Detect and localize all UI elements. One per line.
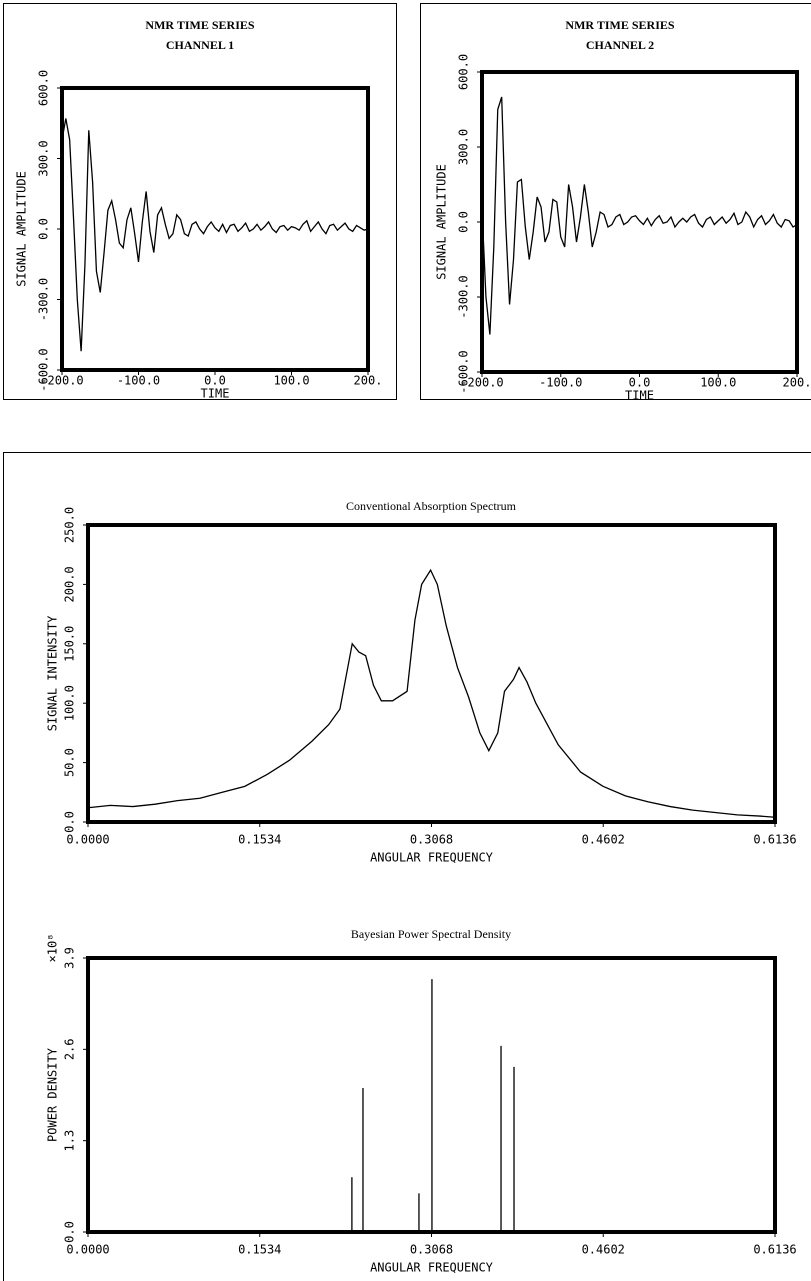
y-tick-label: 1.3 bbox=[63, 1130, 77, 1152]
x-axis-label: ANGULAR FREQUENCY bbox=[370, 1261, 494, 1275]
y-axis-label: SIGNAL AMPLITUDE bbox=[15, 171, 29, 287]
x-tick-label: 0.0000 bbox=[66, 833, 109, 847]
signal-line bbox=[481, 96, 798, 335]
y-tick-label: 150.0 bbox=[63, 626, 77, 662]
x-tick-label: -100.0 bbox=[117, 374, 160, 388]
y-tick-label: 100.0 bbox=[63, 685, 77, 721]
x-axis-label: TIME bbox=[625, 389, 654, 403]
signal-line bbox=[61, 118, 369, 352]
y-tick-label: 0.0 bbox=[63, 811, 77, 833]
x-tick-label: -200.0 bbox=[460, 376, 503, 390]
plot-frame bbox=[86, 523, 777, 824]
chart-title: NMR TIME SERIES bbox=[145, 18, 254, 32]
x-tick-label: 100.0 bbox=[273, 374, 309, 388]
x-tick-label: 0.0000 bbox=[66, 1243, 109, 1257]
x-tick-label: 0.4602 bbox=[582, 1243, 625, 1257]
panel-frame bbox=[3, 3, 397, 400]
y-axis-label: SIGNAL AMPLITUDE bbox=[435, 164, 449, 280]
y-tick-label: -600.0 bbox=[37, 348, 51, 391]
chart-subtitle: CHANNEL 2 bbox=[586, 38, 654, 52]
y-tick-label: 50.0 bbox=[63, 748, 77, 777]
x-tick-label: 0.1534 bbox=[238, 833, 281, 847]
x-tick-label: 200. bbox=[783, 376, 811, 390]
signal-line bbox=[87, 568, 776, 818]
chart-subtitle: CHANNEL 1 bbox=[166, 38, 234, 52]
x-tick-label: 0.1534 bbox=[238, 1243, 281, 1257]
chart-title: Conventional Absorption Spectrum bbox=[346, 499, 517, 513]
y-tick-label: 0.0 bbox=[63, 1221, 77, 1243]
plot-frame bbox=[86, 956, 777, 1234]
y-tick-label: 200.0 bbox=[63, 566, 77, 602]
x-tick-label: 200. bbox=[354, 374, 383, 388]
y-tick-label: 600.0 bbox=[457, 54, 471, 90]
y-tick-label: -300.0 bbox=[457, 275, 471, 318]
x-tick-label: 0.6136 bbox=[753, 833, 796, 847]
y-tick-label: -300.0 bbox=[37, 278, 51, 321]
x-tick-label: 0.6136 bbox=[753, 1243, 796, 1257]
x-axis-label: ANGULAR FREQUENCY bbox=[370, 851, 494, 865]
x-tick-label: 0.3068 bbox=[410, 1243, 453, 1257]
y-tick-label: 300.0 bbox=[457, 129, 471, 165]
x-tick-label: 0.0 bbox=[629, 376, 651, 390]
panel-frame bbox=[420, 3, 811, 400]
y-tick-label: 3.9 bbox=[63, 947, 77, 969]
x-tick-label: 100.0 bbox=[700, 376, 736, 390]
y-tick-label: 600.0 bbox=[37, 70, 51, 106]
plot-frame bbox=[60, 86, 370, 372]
x-axis-label: TIME bbox=[201, 387, 230, 401]
y-tick-label: 0.0 bbox=[37, 218, 51, 240]
y-axis-label: SIGNAL INTENSITY bbox=[46, 615, 60, 731]
y-tick-label: 300.0 bbox=[37, 140, 51, 176]
x-tick-label: -100.0 bbox=[539, 376, 582, 390]
chart-title: Bayesian Power Spectral Density bbox=[351, 927, 511, 941]
y-axis-label: POWER DENSITY bbox=[46, 1047, 60, 1142]
x-tick-label: 0.3068 bbox=[410, 833, 453, 847]
x-tick-label: 0.4602 bbox=[582, 833, 625, 847]
y-multiplier: ×10⁸ bbox=[46, 934, 60, 963]
plot-frame bbox=[480, 70, 799, 374]
x-tick-label: 0.0 bbox=[204, 374, 226, 388]
panel-frame bbox=[3, 452, 811, 1281]
y-tick-label: 250.0 bbox=[63, 507, 77, 543]
y-tick-label: -600.0 bbox=[457, 350, 471, 393]
chart-title: NMR TIME SERIES bbox=[565, 18, 674, 32]
x-tick-label: -200.0 bbox=[40, 374, 83, 388]
y-tick-label: 0.0 bbox=[457, 211, 471, 233]
y-tick-label: 2.6 bbox=[63, 1038, 77, 1060]
